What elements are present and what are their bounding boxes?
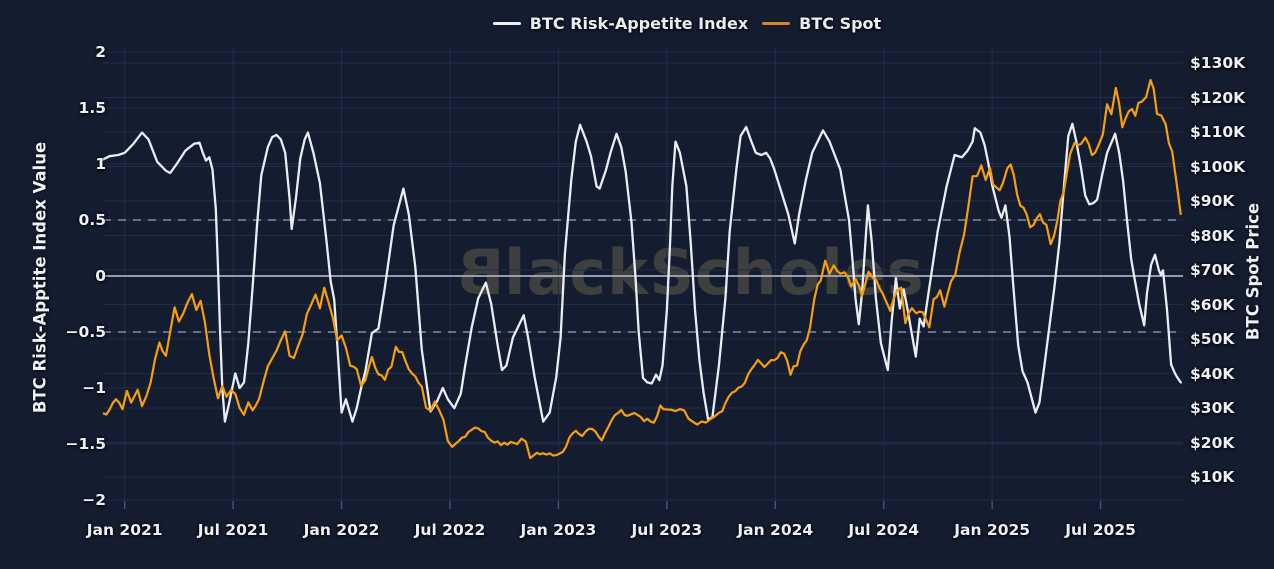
btc-spot-line-swatch: [762, 22, 791, 25]
legend-label-btc-spot: BTC Spot: [799, 14, 882, 33]
legend: BTC Risk-Appetite Index BTC Spot: [0, 14, 1274, 33]
legend-item-btc-spot[interactable]: BTC Spot: [762, 14, 881, 33]
risk-index-line-swatch: [492, 22, 521, 25]
legend-item-risk-index[interactable]: BTC Risk-Appetite Index: [492, 14, 749, 33]
btc-spot-line[interactable]: [102, 78, 1182, 460]
left-axis-title: BTC Risk-Apptite Index Value: [30, 141, 50, 414]
legend-label-risk-index: BTC Risk-Appetite Index: [529, 14, 749, 33]
right-axis-title: BTC Spot Price: [1243, 202, 1263, 341]
risk-index-line[interactable]: [101, 122, 1182, 423]
